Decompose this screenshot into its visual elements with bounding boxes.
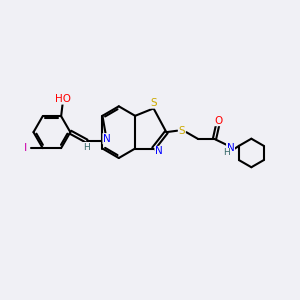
Text: N: N — [227, 143, 234, 153]
Text: N: N — [155, 146, 163, 157]
Text: H: H — [224, 148, 230, 158]
Text: S: S — [150, 98, 157, 108]
Text: HO: HO — [55, 94, 70, 104]
Text: S: S — [178, 126, 185, 136]
Text: H: H — [83, 142, 90, 152]
Text: O: O — [214, 116, 222, 126]
Text: I: I — [24, 143, 27, 153]
Text: N: N — [103, 134, 111, 144]
